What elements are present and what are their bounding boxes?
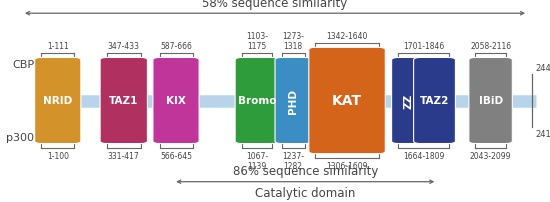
Text: 1237-
1282: 1237- 1282	[282, 151, 304, 170]
Text: 1067-
1139: 1067- 1139	[246, 151, 268, 170]
FancyBboxPatch shape	[153, 58, 199, 144]
FancyBboxPatch shape	[275, 58, 311, 144]
Text: IBiD: IBiD	[478, 96, 503, 106]
Text: 1-111: 1-111	[47, 42, 69, 51]
Text: 2442: 2442	[535, 64, 550, 73]
Text: Bromo: Bromo	[238, 96, 276, 106]
Text: KIX: KIX	[166, 96, 186, 106]
Text: TAZ2: TAZ2	[420, 96, 449, 106]
FancyBboxPatch shape	[392, 58, 425, 144]
Text: 1342-1640: 1342-1640	[326, 32, 368, 41]
Text: 1273-
1318: 1273- 1318	[282, 32, 304, 51]
Text: 58% sequence similarity: 58% sequence similarity	[202, 0, 348, 10]
FancyBboxPatch shape	[414, 58, 455, 144]
Text: 1306-1609: 1306-1609	[326, 161, 368, 170]
Text: 1701-1846: 1701-1846	[403, 42, 444, 51]
Text: 1103-
1175: 1103- 1175	[246, 32, 268, 51]
Text: 86% sequence similarity: 86% sequence similarity	[233, 164, 378, 177]
Text: 566-645: 566-645	[160, 151, 192, 160]
Text: 331-417: 331-417	[108, 151, 140, 160]
Text: 1664-1809: 1664-1809	[403, 151, 444, 160]
Text: TAZ1: TAZ1	[109, 96, 139, 106]
Text: 2043-2099: 2043-2099	[470, 151, 512, 160]
Text: ZZ: ZZ	[403, 93, 413, 109]
Text: CBP: CBP	[12, 60, 34, 70]
Text: 2414: 2414	[535, 129, 550, 138]
Text: 347-433: 347-433	[108, 42, 140, 51]
Text: 2058-2116: 2058-2116	[470, 42, 511, 51]
FancyBboxPatch shape	[309, 48, 385, 154]
Text: 1-100: 1-100	[47, 151, 69, 160]
Text: Catalytic domain: Catalytic domain	[255, 186, 355, 199]
FancyBboxPatch shape	[235, 58, 278, 144]
FancyBboxPatch shape	[35, 58, 81, 144]
Text: NRID: NRID	[43, 96, 73, 106]
FancyBboxPatch shape	[469, 58, 513, 144]
Text: PHD: PHD	[288, 88, 298, 114]
FancyBboxPatch shape	[100, 58, 147, 144]
Text: p300: p300	[6, 132, 34, 142]
Text: 587-666: 587-666	[160, 42, 192, 51]
Text: KAT: KAT	[332, 94, 362, 108]
